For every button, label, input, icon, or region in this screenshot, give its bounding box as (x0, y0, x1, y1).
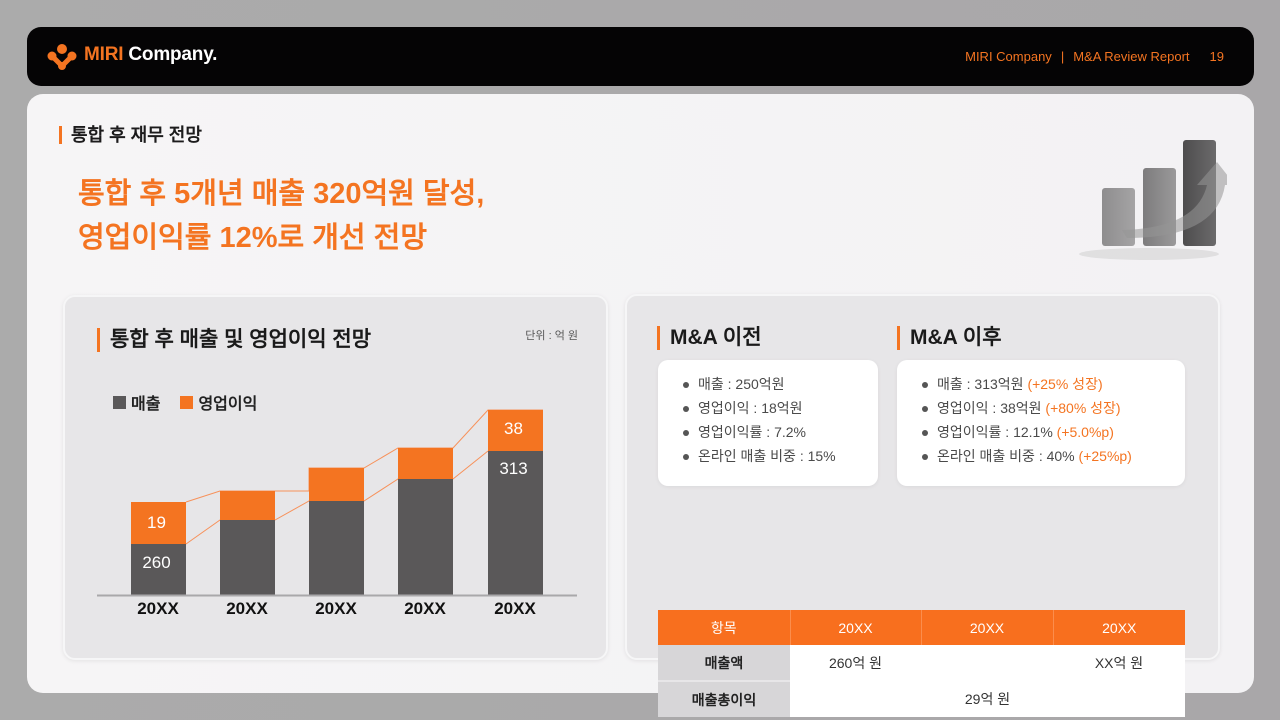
financial-table: 항목 20XX 20XX 20XX 매출액 260억 원 XX억 원 매출총이익… (658, 610, 1185, 717)
header-year-3: 20XX (1052, 610, 1185, 645)
slide-body: 통합 후 재무 전망 통합 후 5개년 매출 320억원 달성, 영업이익률 1… (27, 94, 1254, 717)
x-label-3: 20XX (315, 599, 357, 618)
x-label-1: 20XX (137, 599, 179, 618)
legend-swatch-operating-profit (180, 395, 194, 409)
top-bar: MIRI Company. MIRI Company | M&A Review … (27, 27, 1254, 86)
bar-profit-2 (220, 491, 275, 520)
chart-legend: 매출 영업이익 (113, 390, 257, 414)
after-revenue-delta: (+25% 성장) (1027, 376, 1103, 392)
table-row: 매출액 260억 원 XX억 원 (658, 645, 1185, 682)
headline: 통합 후 5개년 매출 320억원 달성, 영업이익률 12%로 개선 전망 (78, 172, 484, 260)
after-online-text: 온라인 매출 비중 : 40% (937, 448, 1079, 464)
cell-revenue-2 (921, 645, 1053, 681)
bar-revenue-2 (220, 520, 275, 595)
cell-revenue-1: 260억 원 (790, 645, 921, 681)
brand-rest: Company. (123, 44, 218, 65)
bar-revenue-4 (398, 479, 453, 595)
legend-item-revenue: 매출 (113, 390, 160, 414)
growth-chart-icon (1079, 140, 1227, 260)
chart-title: 통합 후 매출 및 영업이익 전망 (97, 328, 371, 352)
bar-group-2 (220, 491, 275, 595)
bar-revenue-5 (488, 451, 543, 595)
page-number: 19 (1209, 49, 1224, 64)
before-item-margin: 영업이익률 : 7.2% (680, 420, 878, 444)
bar-revenue-3 (309, 501, 364, 595)
after-summary-box: 매출 : 313억원 (+25% 성장) 영업이익 : 38억원 (+80% 성… (897, 360, 1185, 486)
bar-label-profit-1: 19 (147, 513, 166, 532)
header-year-1: 20XX (789, 610, 921, 645)
legend-swatch-revenue (113, 395, 126, 409)
after-item-margin: 영업이익률 : 12.1% (+5.0%p) (919, 420, 1185, 444)
bar-revenue-1 (131, 544, 186, 595)
top-nav: MIRI Company | M&A Review Report 19 (965, 49, 1224, 64)
table-row: 매출총이익 29억 원 (658, 681, 1185, 717)
headline-line-2: 영업이익률 12%로 개선 전망 (78, 222, 428, 254)
legend-label-revenue: 매출 (131, 396, 161, 413)
after-item-operating-profit: 영업이익 : 38억원 (+80% 성장) (919, 396, 1185, 420)
chart-panel: 통합 후 매출 및 영업이익 전망 단위 : 억 원 매출 영업이익 (63, 295, 608, 660)
after-title: M&A 이후 (897, 326, 1002, 350)
after-profit-delta: (+80% 성장) (1045, 400, 1121, 416)
bar-group-1 (131, 502, 186, 595)
x-label-4: 20XX (404, 599, 446, 618)
nav-separator: | (1060, 49, 1065, 64)
comparison-panel: M&A 이전 M&A 이후 매출 : 250억원 영업이익 : 18억원 영업이… (625, 294, 1220, 717)
cell-revenue-3: XX억 원 (1053, 645, 1185, 681)
nav-company: MIRI Company (965, 49, 1052, 64)
before-title: M&A 이전 (657, 326, 762, 350)
before-item-revenue: 매출 : 250억원 (680, 372, 878, 396)
x-label-5: 20XX (494, 599, 536, 618)
after-margin-delta: (+5.0%p) (1056, 424, 1114, 440)
before-item-operating-profit: 영업이익 : 18억원 (680, 396, 878, 420)
brand-accent: MIRI (84, 44, 124, 65)
before-summary-box: 매출 : 250억원 영업이익 : 18억원 영업이익률 : 7.2% 온라인 … (658, 360, 878, 486)
bar-profit-5 (488, 410, 543, 451)
header-year-2: 20XX (920, 610, 1053, 645)
company-logo-icon (47, 44, 77, 70)
after-revenue-text: 매출 : 313억원 (937, 376, 1028, 392)
bar-label-revenue-1: 260 (142, 553, 171, 572)
bar-group-4 (398, 448, 453, 595)
bar-group-5 (488, 410, 543, 595)
stacked-bar-chart (97, 409, 577, 597)
before-item-online-share: 온라인 매출 비중 : 15% (680, 444, 878, 468)
row-label-gross-profit: 매출총이익 (658, 681, 790, 717)
bar-label-profit-5: 38 (504, 419, 523, 438)
bar-label-revenue-5: 313 (499, 459, 528, 478)
unit-label: 단위 : 억 원 (525, 330, 578, 342)
headline-line-1: 통합 후 5개년 매출 320억원 달성, (78, 178, 485, 210)
x-label-2: 20XX (226, 599, 268, 618)
bar-profit-1 (131, 502, 186, 544)
after-item-online-share: 온라인 매출 비중 : 40% (+25%p) (919, 444, 1185, 468)
after-profit-text: 영업이익 : 38억원 (937, 400, 1046, 416)
after-margin-text: 영업이익률 : 12.1% (937, 424, 1057, 440)
legend-label-operating-profit: 영업이익 (198, 396, 258, 413)
table-header-row: 항목 20XX 20XX 20XX (658, 610, 1185, 645)
bar-profit-4 (398, 448, 453, 479)
after-list: 매출 : 313억원 (+25% 성장) 영업이익 : 38억원 (+80% 성… (919, 372, 1185, 468)
row-label-revenue: 매출액 (658, 645, 790, 682)
bar-group-3 (309, 468, 364, 595)
before-list: 매출 : 250억원 영업이익 : 18억원 영업이익률 : 7.2% 온라인 … (680, 372, 878, 468)
brand-name: MIRI Company. (84, 44, 217, 66)
after-online-delta: (+25%p) (1078, 448, 1132, 464)
section-label: 통합 후 재무 전망 (59, 126, 202, 144)
after-item-revenue: 매출 : 313억원 (+25% 성장) (919, 372, 1185, 396)
nav-report-title: M&A Review Report (1073, 49, 1190, 64)
cell-gross-profit-merged: 29억 원 (790, 681, 1185, 717)
bar-profit-3 (309, 468, 364, 501)
header-item: 항목 (658, 610, 790, 645)
legend-item-operating-profit: 영업이익 (180, 390, 257, 414)
